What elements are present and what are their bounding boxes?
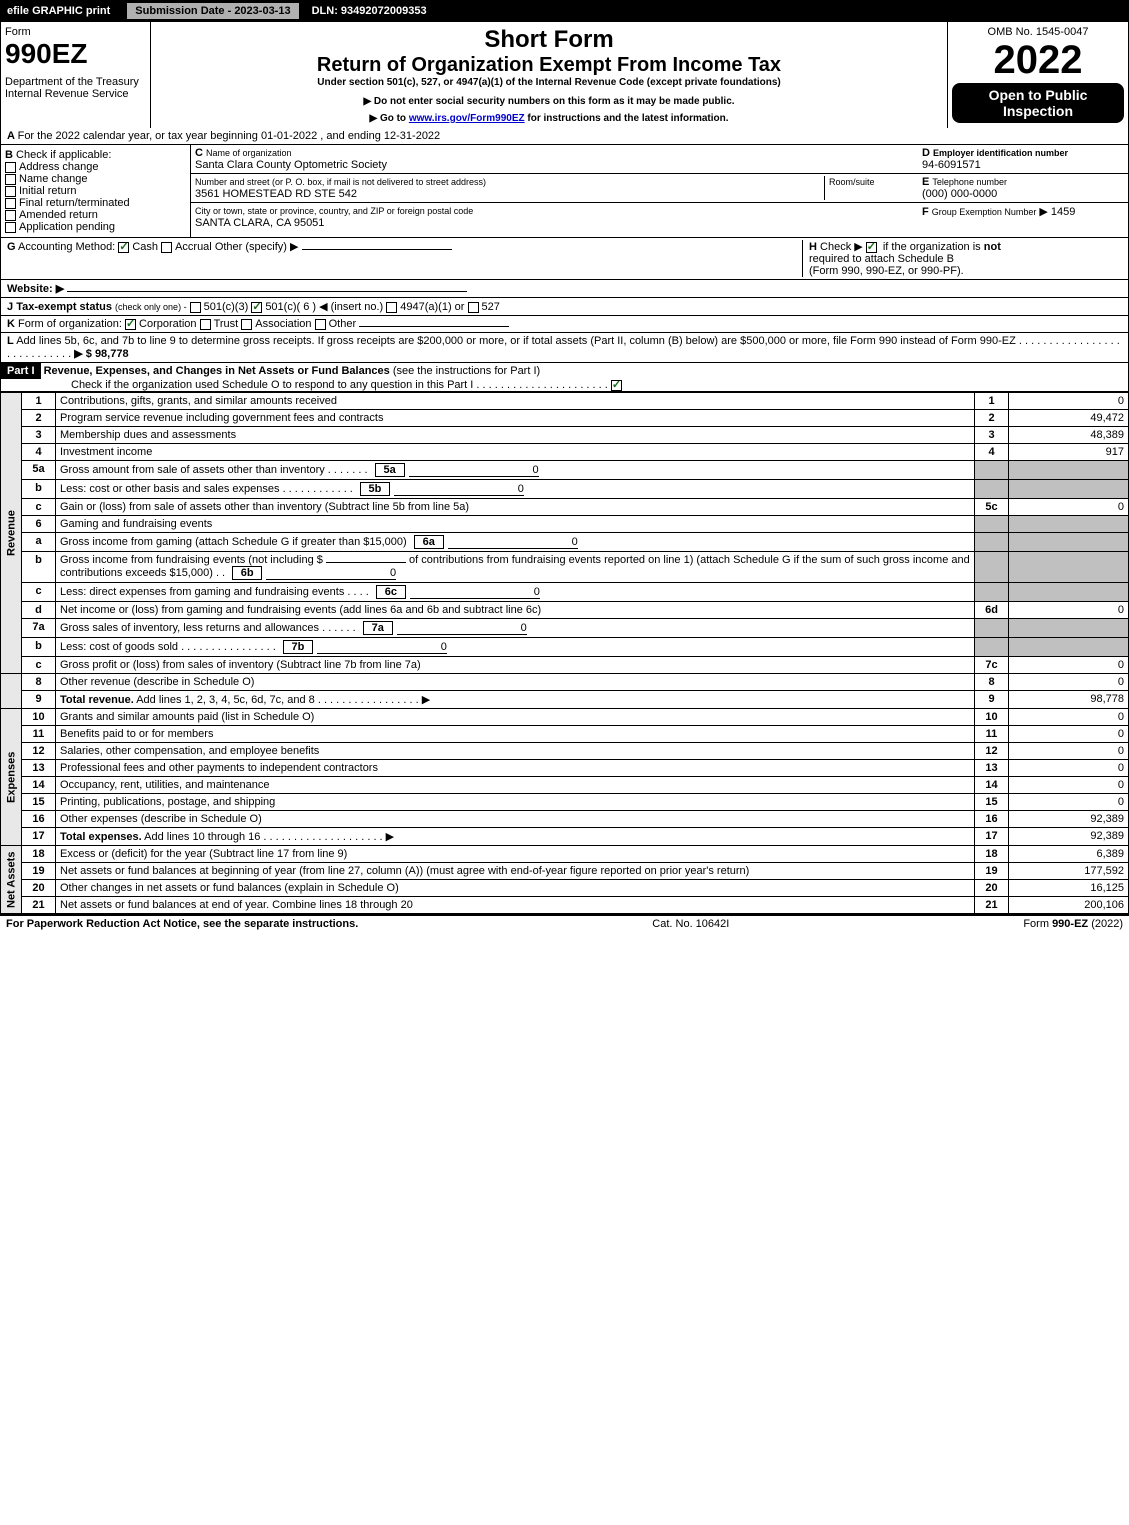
chk-amended[interactable] xyxy=(5,210,16,221)
section-b: B Check if applicable: Address change Na… xyxy=(1,145,191,237)
revenue-label: Revenue xyxy=(1,393,22,674)
chk-corp[interactable] xyxy=(125,319,136,330)
goto-line: ▶ Go to www.irs.gov/Form990EZ for instru… xyxy=(155,113,943,124)
line-k: K Form of organization: Corporation Trus… xyxy=(0,316,1129,333)
footer-right: Form 990-EZ (2022) xyxy=(1023,918,1123,930)
header-subtitle: Under section 501(c), 527, or 4947(a)(1)… xyxy=(155,77,943,88)
cat-no: Cat. No. 10642I xyxy=(652,918,729,930)
chk-name-change[interactable] xyxy=(5,174,16,185)
form-word: Form xyxy=(5,26,146,38)
dept-treasury: Department of the Treasury xyxy=(5,76,146,88)
org-city: SANTA CLARA, CA 95051 xyxy=(195,217,324,229)
chk-527[interactable] xyxy=(468,302,479,313)
part1-table: Revenue 1Contributions, gifts, grants, a… xyxy=(0,392,1129,914)
irs-link[interactable]: www.irs.gov/Form990EZ xyxy=(409,113,525,124)
line-i: Website: ▶ xyxy=(0,280,1129,298)
top-bar: efile GRAPHIC print Submission Date - 20… xyxy=(0,0,1129,22)
line1-amt: 0 xyxy=(1009,393,1129,410)
part1-header: Part I Revenue, Expenses, and Changes in… xyxy=(0,363,1129,392)
footer: For Paperwork Reduction Act Notice, see … xyxy=(0,914,1129,932)
netassets-label: Net Assets xyxy=(1,846,22,914)
chk-4947[interactable] xyxy=(386,302,397,313)
chk-trust[interactable] xyxy=(200,319,211,330)
dln: DLN: 93492072009353 xyxy=(306,1,1128,21)
form-number: 990EZ xyxy=(5,38,146,70)
form-header: Form 990EZ Department of the Treasury In… xyxy=(0,22,1129,128)
chk-501c3[interactable] xyxy=(190,302,201,313)
org-street: 3561 HOMESTEAD RD STE 542 xyxy=(195,188,357,200)
org-info-block: B Check if applicable: Address change Na… xyxy=(0,145,1129,238)
chk-assoc[interactable] xyxy=(241,319,252,330)
submission-date: Submission Date - 2023-03-13 xyxy=(117,1,305,21)
expenses-label: Expenses xyxy=(1,709,22,846)
irs-label: Internal Revenue Service xyxy=(5,88,146,100)
section-def: D Employer identification number94-60915… xyxy=(918,145,1128,237)
org-name: Santa Clara County Optometric Society xyxy=(195,159,387,171)
chk-address-change[interactable] xyxy=(5,162,16,173)
chk-final-return[interactable] xyxy=(5,198,16,209)
chk-sched-o[interactable] xyxy=(611,380,622,391)
open-public-badge: Open to Public Inspection xyxy=(952,83,1124,123)
line-l: L Add lines 5b, 6c, and 7b to line 9 to … xyxy=(0,333,1129,363)
ein: 94-6091571 xyxy=(922,159,981,171)
omb-no: OMB No. 1545-0047 xyxy=(952,26,1124,38)
line1-desc: Contributions, gifts, grants, and simila… xyxy=(56,393,975,410)
chk-initial-return[interactable] xyxy=(5,186,16,197)
chk-sched-b[interactable] xyxy=(866,242,877,253)
short-form-title: Short Form xyxy=(155,26,943,54)
group-exemption: ▶ 1459 xyxy=(1039,206,1075,218)
ssn-warning: ▶ Do not enter social security numbers o… xyxy=(155,96,943,107)
chk-cash[interactable] xyxy=(118,242,129,253)
line-a: A For the 2022 calendar year, or tax yea… xyxy=(0,128,1129,145)
chk-accrual[interactable] xyxy=(161,242,172,253)
chk-501c[interactable] xyxy=(251,302,262,313)
phone: (000) 000-0000 xyxy=(922,188,997,200)
tax-year: 2022 xyxy=(952,38,1124,83)
section-c: C Name of organizationSanta Clara County… xyxy=(191,145,918,237)
line-gh: G Accounting Method: Cash Accrual Other … xyxy=(0,238,1129,280)
return-title: Return of Organization Exempt From Incom… xyxy=(155,54,943,77)
efile-print[interactable]: efile GRAPHIC print xyxy=(1,1,117,21)
chk-other-org[interactable] xyxy=(315,319,326,330)
line-j: J Tax-exempt status (check only one) - 5… xyxy=(0,298,1129,316)
chk-pending[interactable] xyxy=(5,222,16,233)
footer-left: For Paperwork Reduction Act Notice, see … xyxy=(6,918,358,930)
